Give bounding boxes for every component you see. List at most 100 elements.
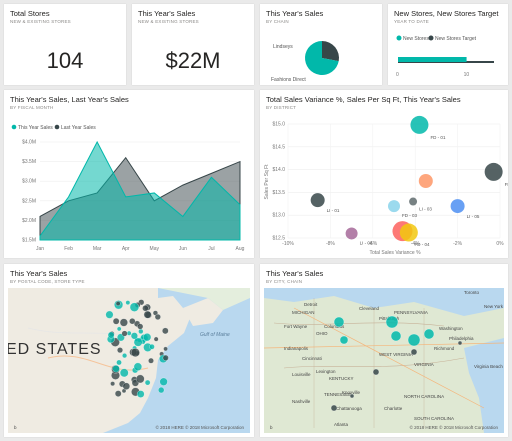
map-bubble[interactable]: [119, 368, 129, 378]
legend-dot-last-year: [54, 124, 60, 130]
y-tick-label: $14.5: [272, 144, 285, 150]
scatter-point[interactable]: [345, 227, 358, 240]
map-bubble[interactable]: [136, 390, 145, 398]
x-tick-label: Aug: [236, 246, 245, 252]
scatter-point[interactable]: [310, 193, 325, 208]
map-city-tile[interactable]: This Year's Sales BY CITY, CHAIN Columbu…: [260, 264, 508, 437]
map-bubble[interactable]: [339, 335, 349, 345]
variance-scatter-tile[interactable]: Total Sales Variance %, Sales Per Sq Ft,…: [260, 90, 508, 258]
map-bubble[interactable]: [114, 390, 122, 397]
legend-this-year: This Year Sales: [18, 125, 53, 131]
map-place-label: NORTH CAROLINA: [404, 394, 444, 399]
y-tick-label: $4.0M: [22, 140, 36, 146]
y-axis-label: Sales Per Sq Ft: [264, 164, 270, 200]
map-bubble[interactable]: [423, 328, 435, 340]
pie-slice-fashions-direct[interactable]: [305, 41, 339, 75]
map-bubble[interactable]: [148, 357, 154, 364]
x-tick-label: -8%: [326, 241, 335, 247]
scatter-point[interactable]: [388, 200, 400, 213]
map-bubble[interactable]: [154, 313, 161, 320]
map-bubble[interactable]: [153, 336, 159, 342]
legend-last-year: Last Year Sales: [61, 125, 96, 131]
scatter-point[interactable]: [409, 197, 418, 206]
map-postal[interactable]: ED STATES Gulf of Maine b © 2018 HERE © …: [8, 288, 250, 433]
scatter-point[interactable]: [418, 174, 433, 188]
map-bubble[interactable]: [116, 359, 122, 366]
scatter-point[interactable]: [484, 162, 503, 181]
map-bubble[interactable]: [159, 377, 168, 386]
map-water-label: Gulf of Maine: [200, 332, 230, 338]
map-bubble[interactable]: [457, 340, 463, 346]
map-bubble[interactable]: [163, 346, 168, 352]
map-bubble[interactable]: [135, 374, 145, 384]
map-bubble[interactable]: [129, 302, 139, 312]
map-bubble[interactable]: [129, 318, 136, 325]
x-tick-label: 0%: [496, 241, 504, 247]
map-bubble[interactable]: [330, 404, 338, 412]
sales-by-chain-tile[interactable]: This Year's Sales BY CHAIN Lindseys Fash…: [260, 4, 382, 85]
new-stores-target-tile[interactable]: New Stores, New Stores Target YEAR TO DA…: [388, 4, 508, 85]
x-axis-label: Total Sales Variance %: [369, 250, 421, 256]
map-bubble[interactable]: [390, 330, 402, 342]
map-bubble[interactable]: [117, 347, 123, 354]
map-bubble[interactable]: [143, 310, 152, 319]
map-bubble[interactable]: [142, 305, 149, 312]
map-bubble[interactable]: [115, 301, 121, 306]
map-bubble[interactable]: [122, 382, 130, 390]
map-postal-tile[interactable]: This Year's Sales BY POSTAL CODE, STORE …: [4, 264, 254, 437]
map-bubble[interactable]: [149, 344, 155, 350]
map-bubble[interactable]: [162, 327, 169, 335]
this-years-sales-card[interactable]: This Year's Sales NEW & EXISTING STORES …: [132, 4, 254, 85]
pie-slice-lindseys[interactable]: [322, 41, 339, 62]
map-bubble[interactable]: [349, 393, 355, 399]
scatter-point[interactable]: [399, 223, 418, 242]
scatter-point[interactable]: [410, 115, 429, 134]
map-place-label: Detroit: [304, 302, 318, 307]
area-this-year[interactable]: [39, 140, 241, 241]
map-city[interactable]: ColumbusOHIOPittsburghPENNSYLVANIAPhilad…: [264, 288, 504, 433]
map-bubble[interactable]: [143, 333, 152, 342]
map-bubble[interactable]: [144, 379, 151, 386]
map-bubble[interactable]: [138, 328, 144, 334]
map-bubble[interactable]: [110, 381, 115, 387]
map-bubble[interactable]: [125, 300, 131, 305]
map-place-label: KENTUCKY: [329, 376, 354, 381]
map-bubble[interactable]: [333, 316, 345, 328]
map-bubble[interactable]: [162, 354, 169, 361]
map-bubble[interactable]: [137, 323, 144, 330]
map-bubble[interactable]: [133, 337, 143, 347]
map-bubble[interactable]: [112, 365, 120, 373]
sales-by-month-tile[interactable]: This Year's Sales, Last Year's Sales BY …: [4, 90, 254, 258]
x-tick-label: Feb: [64, 246, 73, 252]
map-bubble[interactable]: [158, 386, 165, 394]
map-bubble[interactable]: [133, 362, 142, 371]
y-tick-label: $13.0: [272, 213, 285, 219]
tile-title: New Stores, New Stores Target: [394, 9, 499, 18]
x-tick-label: Jul: [208, 246, 214, 252]
map-bubble[interactable]: [130, 332, 138, 340]
map-bubble[interactable]: [119, 318, 128, 327]
scatter-point-label: FD - 04: [414, 242, 430, 247]
map-bubble[interactable]: [112, 317, 120, 325]
map-bubble[interactable]: [116, 326, 122, 332]
map-place-label: Richmond: [434, 346, 455, 351]
map-bubble[interactable]: [121, 330, 128, 337]
tile-subtitle: BY CHAIN: [266, 19, 289, 24]
map-bubble[interactable]: [407, 333, 421, 347]
bar-new-stores[interactable]: [398, 57, 467, 62]
map-bubble[interactable]: [126, 330, 132, 336]
tile-title: This Year's Sales, Last Year's Sales: [10, 95, 129, 104]
map-bubble[interactable]: [130, 348, 140, 357]
map-bubble[interactable]: [105, 310, 114, 319]
scatter-point[interactable]: [450, 199, 465, 214]
total-stores-card[interactable]: Total Stores NEW & EXISTING STORES 104: [4, 4, 126, 85]
map-bubble[interactable]: [122, 353, 128, 359]
map-bubble[interactable]: [385, 315, 399, 329]
map-bubble[interactable]: [372, 368, 380, 376]
legend-new-stores: New Stores: [403, 36, 429, 42]
map-place-label: TENNESSEE: [324, 392, 351, 397]
scatter-point-label: LI - 01: [327, 208, 340, 213]
map-bubble[interactable]: [410, 348, 418, 356]
map-place-label: Washington: [439, 326, 463, 331]
map-bubble[interactable]: [107, 331, 115, 339]
